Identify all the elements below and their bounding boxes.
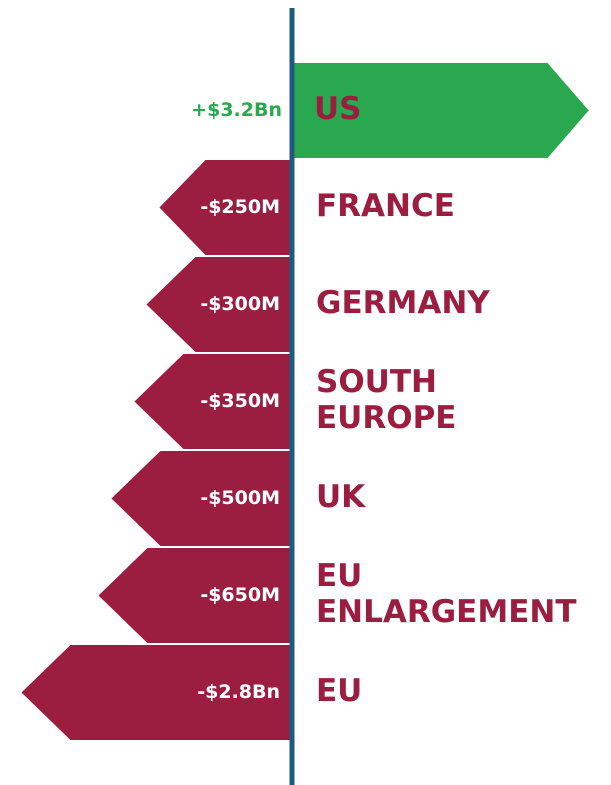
value-label: -$650M — [200, 584, 280, 606]
value-label: +$3.2Bn — [191, 99, 282, 121]
row-name: UK — [316, 479, 366, 515]
row-name: US — [314, 91, 362, 127]
row-name: EU — [316, 673, 362, 709]
row-name: EUROPE — [316, 400, 456, 436]
value-label: -$2.8Bn — [197, 681, 280, 703]
row-name: ENLARGEMENT — [316, 594, 576, 630]
row-name: FRANCE — [316, 188, 455, 224]
value-label: -$250M — [200, 196, 280, 218]
value-label: -$300M — [200, 293, 280, 315]
row-name: EU — [316, 558, 362, 594]
row-name: GERMANY — [316, 285, 490, 321]
value-label: -$350M — [200, 390, 280, 412]
row-name: SOUTH — [316, 364, 437, 400]
value-label: -$500M — [200, 487, 280, 509]
